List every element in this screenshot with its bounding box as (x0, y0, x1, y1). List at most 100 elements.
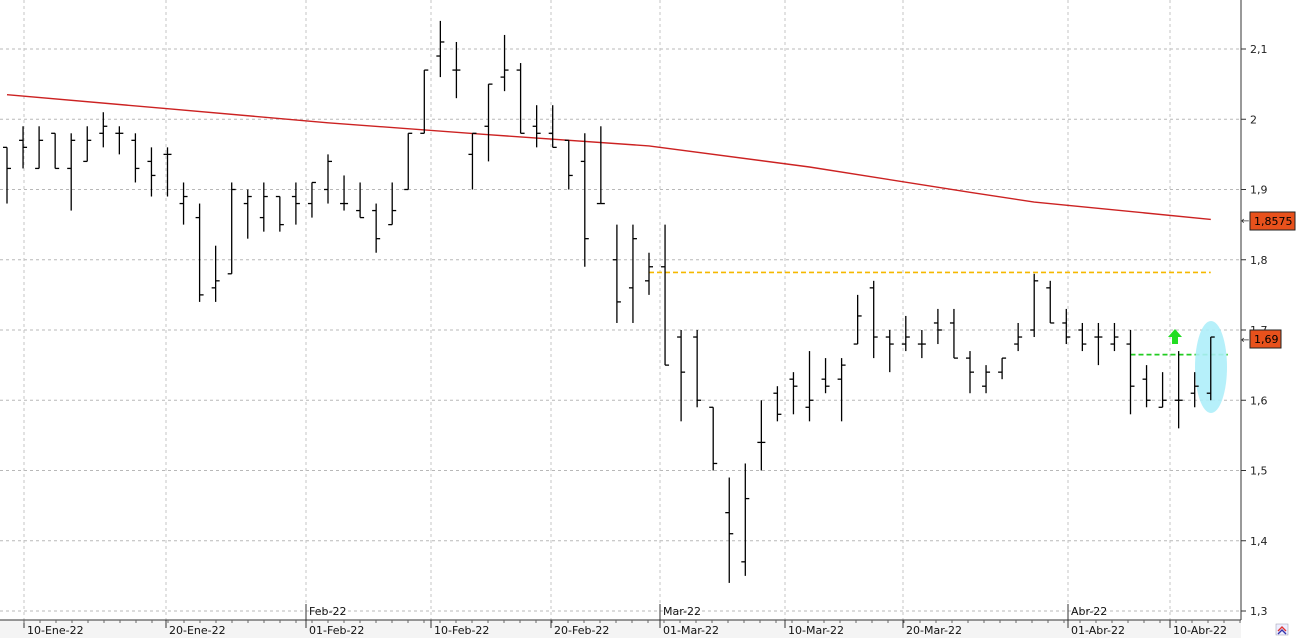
moving-average-line (6, 94, 1211, 221)
ohlc-bar (259, 182, 268, 232)
ohlc-bar (1062, 308, 1071, 345)
ohlc-bar (83, 126, 92, 163)
ohlc-bar (805, 351, 814, 422)
svg-text:←: ← (1241, 216, 1249, 227)
ohlc-bar (67, 133, 76, 211)
ohlc-bar (1046, 280, 1055, 324)
arrow-shape (1168, 329, 1182, 344)
x-tick-label: 10-Ene-22 (27, 624, 84, 637)
ohlc-bar (966, 351, 974, 394)
ohlc-bar (709, 406, 718, 471)
ohlc-bar (1174, 351, 1183, 429)
x-tick-label: 10-Feb-22 (434, 624, 489, 637)
ohlc-bar (596, 126, 605, 205)
corner-logo-icon (1275, 623, 1289, 636)
month-label: Feb-22 (309, 605, 346, 618)
month-label: Abr-22 (1071, 605, 1107, 618)
svg-text:←: ← (1241, 335, 1249, 346)
ma-value-label: 1,8575 (1254, 215, 1293, 228)
y-tick-label: 2 (1250, 113, 1257, 126)
ohlc-bar (821, 358, 830, 394)
ohlc-bar (853, 294, 862, 345)
month-label: Mar-22 (663, 605, 701, 618)
ohlc-bar (532, 105, 541, 148)
ohlc-bar (661, 224, 670, 366)
y-tick-label: 1,5 (1250, 465, 1268, 478)
last-price-badge: ← 1,69 (1241, 329, 1282, 349)
ohlc-bar (131, 133, 140, 183)
ohlc-bar (3, 146, 11, 204)
ohlc-bar (179, 182, 188, 225)
x-tick-label: 10-Mar-22 (788, 624, 844, 637)
ohlc-bar (35, 126, 44, 170)
x-tick-label: 01-Feb-22 (309, 624, 364, 637)
x-tick-label: 20-Ene-22 (169, 624, 226, 637)
last-price-label: 1,69 (1254, 333, 1279, 346)
ohlc-bar (1206, 336, 1215, 401)
ohlc-bar (677, 330, 686, 422)
ohlc-bar (1158, 372, 1167, 408)
ohlc-bar (564, 139, 573, 190)
ohlc-bar (1110, 322, 1119, 352)
ohlc-bar (1126, 330, 1135, 415)
y-tick-label: 1,3 (1250, 605, 1268, 618)
ohlc-bar (1190, 372, 1199, 408)
ohlc-bar (356, 182, 365, 219)
ohlc-bar (275, 195, 284, 232)
ohlc-bar (645, 252, 653, 295)
ohlc-bar (195, 203, 204, 302)
ohlc-bar (628, 224, 637, 323)
y-tick-label: 1,4 (1250, 535, 1268, 548)
ohlc-bar (147, 147, 156, 197)
ohlc-bar (324, 154, 332, 204)
ohlc-bar (1142, 365, 1151, 408)
ohlc-bar (340, 175, 349, 211)
ohlc-bar (580, 133, 589, 267)
ohlc-bar (1014, 322, 1023, 352)
ohlc-bar (163, 147, 172, 197)
x-tick-label: 10-Abr-22 (1173, 624, 1227, 637)
ohlc-bar (468, 132, 477, 190)
ohlc-bar (372, 203, 381, 253)
ohlc-bar (227, 182, 236, 275)
ohlc-bar (741, 463, 750, 576)
ohlc-bar (548, 105, 557, 149)
ohlc-bar (99, 112, 108, 148)
ohlc-bar (757, 400, 766, 471)
ohlc-bar (388, 182, 397, 226)
ohlc-bar (998, 357, 1007, 380)
ohlc-bar (307, 181, 316, 218)
ohlc-bar (693, 330, 702, 408)
x-axis-band (0, 620, 1241, 638)
y-tick-label: 2,1 (1250, 43, 1268, 56)
ohlc-bar (885, 330, 894, 373)
ohlc-bar (869, 280, 878, 359)
ohlc-bar (612, 224, 621, 323)
ohlc-bar (982, 365, 991, 394)
vertical-gridlines (23, 0, 1171, 620)
ohlc-bar (243, 189, 252, 239)
moving-average-path (6, 94, 1211, 221)
y-tick-label: 1,8 (1250, 254, 1268, 267)
ohlc-bar (901, 315, 910, 352)
ohlc-bar (773, 386, 782, 422)
ohlc-bar (725, 477, 734, 583)
ohlc-bar (436, 20, 445, 78)
ohlc-bar (1094, 322, 1103, 366)
y-tick-label: 1,9 (1250, 184, 1268, 197)
ma-value-badge: ← 1,8575 (1241, 211, 1296, 231)
ohlc-bar (484, 83, 493, 162)
ohlc-bar (933, 308, 942, 345)
ohlc-bar (452, 41, 461, 99)
ohlc-bar (917, 330, 926, 359)
ohlc-bar (51, 132, 60, 170)
ohlc-bar (837, 358, 846, 422)
ohlc-bar (789, 372, 798, 415)
y-tick-label: 1,6 (1250, 394, 1268, 407)
ohlc-bars (3, 20, 1215, 583)
ohlc-bar (1030, 273, 1039, 338)
ohlc-bar (19, 126, 28, 169)
ohlc-bar (211, 245, 220, 302)
